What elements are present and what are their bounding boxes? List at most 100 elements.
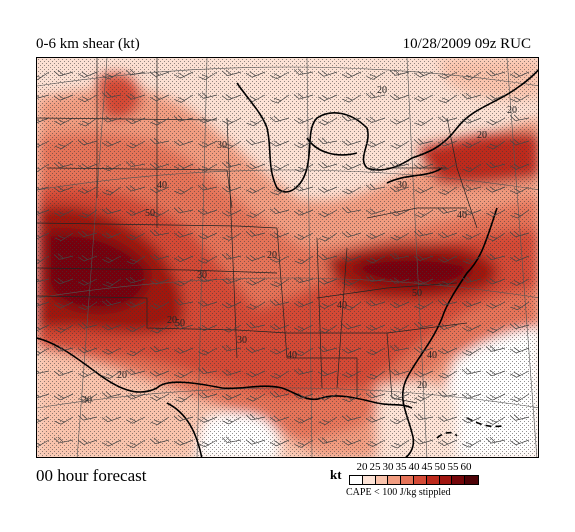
wind-barb	[341, 71, 362, 79]
wind-barb	[149, 137, 170, 145]
wind-barb	[53, 253, 74, 260]
wind-barb	[197, 116, 218, 124]
wind-barb	[77, 322, 98, 329]
wind-barb	[269, 207, 290, 214]
legend-swatch	[465, 476, 478, 484]
wind-barb	[317, 162, 338, 169]
wind-barb	[414, 117, 434, 126]
wind-barb	[54, 140, 74, 150]
wind-barb	[413, 254, 434, 261]
wind-barb	[318, 416, 338, 425]
wind-barb	[125, 368, 146, 375]
wind-barb	[317, 278, 338, 285]
wind-barb	[438, 370, 458, 379]
wind-barb	[174, 186, 194, 195]
wind-barb	[294, 163, 314, 173]
contour-label: 20	[167, 315, 177, 326]
wind-barb	[53, 393, 74, 401]
wind-barb	[54, 301, 74, 309]
wind-barb	[437, 347, 458, 355]
wind-barb	[317, 186, 338, 193]
wind-barb	[245, 71, 266, 78]
wind-barb	[294, 140, 314, 149]
wind-barb	[77, 138, 98, 146]
wind-barb	[125, 117, 146, 125]
wind-barb	[53, 369, 74, 376]
legend-colorbar	[349, 475, 479, 485]
wind-barb	[54, 232, 74, 241]
wind-barb	[125, 276, 146, 284]
wind-barb	[126, 347, 146, 357]
wind-barb	[78, 393, 98, 402]
wind-barb	[101, 232, 122, 239]
wind-barb	[342, 278, 362, 287]
wind-barb	[221, 185, 242, 193]
wind-barb	[293, 301, 314, 308]
wind-barb	[245, 163, 266, 170]
wind-barb	[413, 413, 434, 421]
contour-label: 30	[397, 180, 407, 191]
wind-barb	[149, 229, 170, 237]
wind-barb	[389, 344, 410, 352]
wind-barb	[37, 300, 50, 307]
wind-barb	[269, 439, 290, 447]
wind-barb	[125, 185, 146, 192]
wind-barb	[414, 94, 434, 102]
wind-barb	[245, 322, 266, 329]
wind-barb	[173, 163, 194, 171]
wind-barb	[509, 139, 530, 146]
wind-barb	[390, 416, 410, 425]
wind-barb	[77, 71, 98, 78]
wind-barb	[365, 232, 386, 240]
legend-tick-label: 40	[408, 461, 420, 473]
wind-barb	[102, 370, 122, 379]
wind-barb	[245, 346, 266, 353]
wind-barb	[102, 347, 122, 355]
wind-barb	[437, 231, 458, 239]
wind-barb	[37, 92, 50, 99]
wind-barb	[437, 207, 458, 214]
wind-barb	[174, 370, 194, 379]
wind-barb	[173, 206, 194, 214]
wind-barb	[125, 301, 146, 308]
wind-barb	[102, 163, 122, 172]
wind-barb	[221, 161, 242, 168]
wind-barb	[246, 94, 266, 102]
wind-barb	[510, 278, 530, 286]
wind-barb	[437, 299, 458, 306]
wind-barb	[149, 186, 170, 194]
wind-barb	[269, 415, 290, 422]
wind-barb	[413, 138, 434, 145]
wind-barb	[174, 393, 194, 403]
map-canvas: 20 20 20 30 40 30 40 50 20 30 40 50 20 3…	[37, 58, 538, 457]
wind-barb	[341, 139, 362, 146]
wind-barb	[413, 370, 434, 378]
wind-barb	[101, 207, 122, 215]
wind-barb	[390, 117, 410, 125]
legend-swatch	[426, 476, 440, 484]
wind-barb	[365, 324, 386, 331]
wind-barb	[54, 324, 74, 333]
wind-barb	[317, 437, 338, 444]
wind-barb	[173, 115, 194, 122]
wind-barb	[53, 436, 74, 444]
wind-barb	[173, 298, 194, 306]
wind-barb	[390, 439, 410, 449]
wind-barb	[438, 278, 458, 287]
contour-label: 30	[237, 335, 247, 346]
wind-barb	[78, 370, 98, 378]
wind-barb	[149, 437, 170, 444]
wind-barb	[101, 324, 122, 331]
wind-barb	[389, 69, 410, 76]
wind-barb	[342, 186, 362, 195]
wind-barb	[173, 323, 194, 330]
wind-barb	[222, 232, 242, 241]
wind-barb	[365, 183, 386, 191]
wind-barb	[246, 186, 266, 194]
wind-barb	[366, 71, 386, 80]
wind-barb	[365, 140, 386, 148]
wind-barb	[437, 415, 458, 422]
wind-barb	[246, 278, 266, 286]
wind-barb	[173, 231, 194, 238]
wind-barb	[317, 94, 338, 102]
